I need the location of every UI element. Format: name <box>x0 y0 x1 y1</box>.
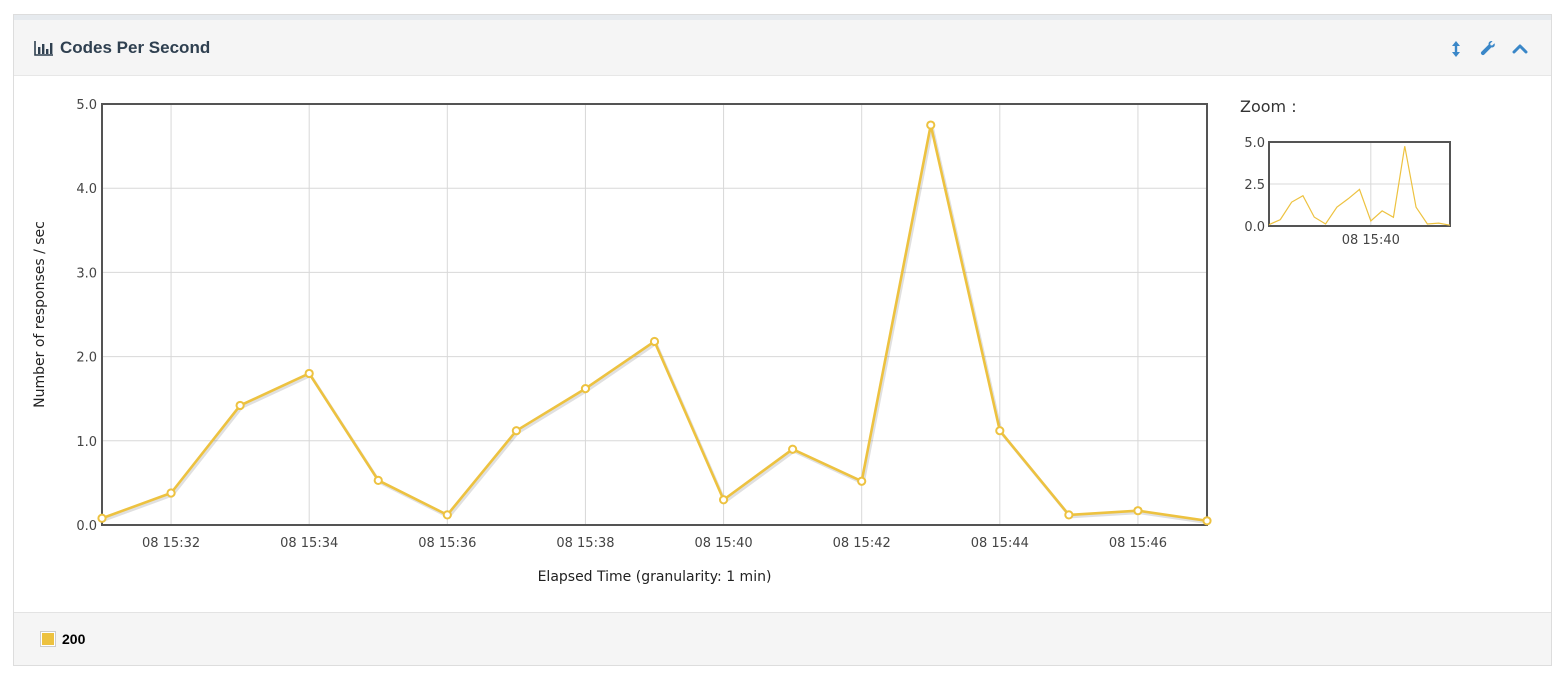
zoom-y-tick-label: 2.5 <box>1244 178 1265 193</box>
y-tick-label: 1.0 <box>76 435 97 450</box>
collapse-chevron-up-icon[interactable] <box>1511 40 1529 58</box>
series-line <box>101 123 1208 523</box>
plot-frame <box>101 103 1208 526</box>
legend-swatch <box>40 631 56 647</box>
zoom-label: Zoom : <box>1240 97 1297 116</box>
y-tick-label: 2.0 <box>76 351 97 366</box>
data-point <box>718 495 729 505</box>
data-point <box>304 368 314 379</box>
x-tick-label: 08 15:38 <box>556 536 614 551</box>
wrench-icon[interactable] <box>1479 40 1497 58</box>
panel-tools <box>1447 40 1529 58</box>
chart-area: 0.0 1.0 2.0 3.0 4.0 5.0 08 15:32 08 15:34 08 15:… <box>32 98 1451 585</box>
x-tick-label: 08 15:32 <box>142 536 200 551</box>
grid <box>102 103 1207 526</box>
data-point <box>166 488 176 498</box>
x-tick-label: 08 15:46 <box>1109 536 1167 551</box>
data-point <box>857 476 867 486</box>
x-tick-label: 08 15:34 <box>280 536 338 551</box>
legend-label: 200 <box>62 631 86 647</box>
x-tick-label: 08 15:44 <box>971 536 1029 551</box>
data-point <box>511 426 521 436</box>
zoom-x-tick-label: 08 15:40 <box>1342 233 1400 248</box>
data-point <box>926 120 936 130</box>
data-point <box>442 510 452 520</box>
expand-vertical-icon[interactable] <box>1447 40 1465 58</box>
legend-item-200[interactable]: 200 <box>40 631 85 647</box>
x-tick-label: 08 15:42 <box>833 536 891 551</box>
data-point <box>1064 510 1074 520</box>
zoom-y-tick-label: 5.0 <box>1244 136 1265 151</box>
panel-title: Codes Per Second <box>60 38 211 57</box>
x-tick-label: 08 15:40 <box>694 536 752 551</box>
panel-footer: 200 <box>14 612 1551 665</box>
panel-top-border <box>14 15 1551 20</box>
y-tick-label: 5.0 <box>76 98 97 113</box>
y-tick-label: 4.0 <box>76 182 97 197</box>
zoom-series-line <box>1268 146 1451 226</box>
data-point <box>649 336 660 347</box>
zoom-frame <box>1268 141 1451 227</box>
data-point <box>1202 516 1212 526</box>
panel-heading: Codes Per Second <box>14 20 1551 76</box>
bar-chart-icon <box>34 41 53 56</box>
data-point <box>373 475 383 485</box>
x-tick-label: 08 15:36 <box>418 536 476 551</box>
legend-color <box>42 633 54 645</box>
zoom-overview: 0.0 2.5 5.0 08 15:40 <box>1244 136 1451 248</box>
y-axis-title: Number of responses / sec <box>32 221 48 408</box>
data-point <box>97 513 107 523</box>
data-point <box>580 383 591 394</box>
codes-per-second-panel: Codes Per Second 0.0 1.0 2.0 3.0 4.0 5.0 08 15… <box>13 14 1552 666</box>
data-point <box>235 400 245 411</box>
zoom-y-tick-label: 0.0 <box>1244 220 1265 235</box>
y-tick-label: 3.0 <box>76 266 97 281</box>
data-point <box>995 426 1005 436</box>
data-point <box>788 444 798 454</box>
y-tick-label: 0.0 <box>76 519 97 534</box>
series-line-shadow <box>102 125 1209 525</box>
title-wrap: Codes Per Second <box>34 38 210 58</box>
x-axis-title: Elapsed Time (granularity: 1 min) <box>538 569 772 585</box>
data-point <box>1133 506 1143 516</box>
